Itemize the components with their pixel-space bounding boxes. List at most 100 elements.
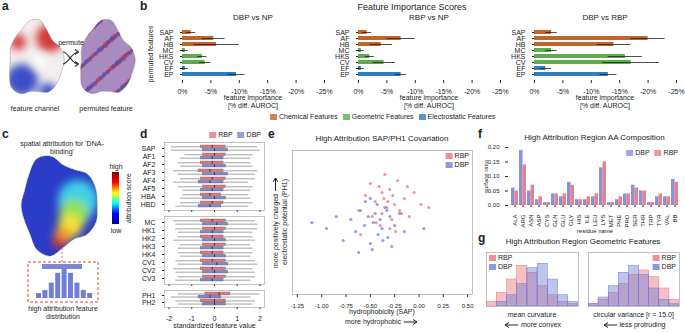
svg-text:-25%: -25%	[316, 88, 332, 95]
svg-text:0.15: 0.15	[488, 159, 500, 165]
svg-text:0%: 0%	[177, 88, 187, 95]
svg-text:AF3: AF3	[143, 169, 156, 176]
svg-text:CV1: CV1	[142, 259, 156, 266]
svg-text:HB: HB	[163, 40, 174, 48]
svg-text:-1.25: -1.25	[291, 303, 305, 309]
html-text:High Attribution SAP/PH1 Covar: High Attribution SAP/PH1 Covariation	[315, 134, 449, 143]
svg-text:TRP: TRP	[648, 215, 654, 227]
svg-text:AF: AF	[164, 34, 174, 42]
svg-text:PRO: PRO	[624, 214, 630, 227]
svg-text:ILE: ILE	[584, 215, 590, 224]
svg-text:AF4: AF4	[143, 177, 156, 184]
html-text:attribution score: attribution score	[124, 173, 132, 223]
svg-text:HK1: HK1	[142, 227, 156, 234]
svg-text:SAP: SAP	[159, 28, 174, 36]
svg-text:-5%: -5%	[205, 88, 217, 95]
svg-text:PHE: PHE	[616, 215, 622, 227]
svg-text:EP: EP	[516, 71, 526, 78]
html-text:High Attribution Region AA Com: High Attribution Region AA Composition	[524, 133, 665, 142]
svg-text:surface ratio: surface ratio	[483, 159, 489, 193]
svg-text:PH2: PH2	[142, 299, 156, 306]
svg-text:permuted features: permuted features	[147, 25, 155, 82]
svg-text:0.00: 0.00	[413, 303, 425, 309]
html-text:DBP vs RBP: DBP vs RBP	[582, 13, 628, 22]
svg-text:GLN: GLN	[552, 215, 558, 227]
html-text:high attribution feature distr: high attribution feature distribution	[28, 305, 98, 320]
svg-text:VAL: VAL	[664, 214, 670, 226]
svg-text:2: 2	[258, 315, 262, 322]
svg-text:SAP: SAP	[335, 28, 350, 36]
svg-text:-25%: -25%	[668, 88, 684, 95]
svg-text:0%: 0%	[353, 88, 363, 95]
svg-text:HIS: HIS	[576, 215, 582, 225]
svg-text:ALA: ALA	[512, 215, 518, 226]
svg-text:-0.50: -0.50	[363, 303, 377, 309]
svg-text:MC: MC	[162, 46, 174, 54]
svg-text:-0.75: -0.75	[339, 303, 353, 309]
html-text:b: b	[140, 0, 148, 13]
svg-text:HK2: HK2	[142, 235, 156, 242]
html-text:RBP vs NP: RBP vs NP	[409, 13, 449, 22]
svg-text:PH1: PH1	[142, 292, 156, 299]
svg-text:AF1: AF1	[143, 153, 156, 160]
svg-text:MET: MET	[608, 214, 614, 227]
svg-text:TYR: TYR	[656, 214, 662, 227]
svg-text:HKS: HKS	[159, 52, 174, 60]
html-text:feature importance [% diff. AU: feature importance [% diff. AUROC]	[575, 94, 635, 109]
svg-text:-0.25: -0.25	[388, 303, 402, 309]
svg-text:0%: 0%	[529, 88, 539, 95]
html-text:d: d	[140, 127, 148, 141]
svg-text:ARG: ARG	[520, 214, 526, 227]
html-text:DBP vs NP: DBP vs NP	[233, 13, 273, 22]
svg-text:0.20: 0.20	[488, 144, 500, 150]
svg-text:GLY: GLY	[568, 215, 574, 227]
svg-text:ASN: ASN	[528, 215, 534, 227]
svg-text:0.00: 0.00	[488, 202, 500, 208]
svg-text:standardized feature value: standardized feature value	[173, 322, 256, 329]
svg-text:EF: EF	[164, 64, 174, 72]
svg-text:residue name: residue name	[577, 228, 614, 234]
html-text:Feature Importance Scores: Feature Importance Scores	[357, 2, 467, 12]
svg-text:AF5: AF5	[143, 185, 156, 192]
svg-text:-5%: -5%	[557, 88, 569, 95]
svg-text:HBA: HBA	[141, 193, 156, 200]
svg-text:BB: BB	[672, 215, 678, 223]
svg-text:EP: EP	[340, 71, 350, 78]
svg-text:0.50: 0.50	[462, 303, 474, 309]
svg-text:MC: MC	[145, 219, 156, 226]
svg-text:-10%: -10%	[231, 88, 248, 96]
svg-text:-20%: -20%	[464, 88, 480, 95]
svg-text:-1.00: -1.00	[315, 303, 329, 309]
html-text:spatial attribution for 'DNA-b: spatial attribution for 'DNA-binding'	[20, 140, 104, 155]
html-text:g: g	[478, 231, 486, 245]
svg-text:0.25: 0.25	[437, 303, 449, 309]
svg-text:-5%: -5%	[381, 88, 393, 95]
svg-text:CV: CV	[163, 58, 174, 66]
svg-text:CV2: CV2	[142, 267, 156, 274]
svg-text:AF2: AF2	[143, 161, 156, 168]
svg-text:GLU: GLU	[560, 215, 566, 227]
svg-text:EP: EP	[164, 71, 174, 78]
svg-text:THR: THR	[640, 214, 646, 227]
svg-text:SAP: SAP	[141, 145, 155, 152]
svg-text:HK3: HK3	[142, 243, 156, 250]
svg-text:LEU: LEU	[592, 215, 598, 227]
svg-text:HBD: HBD	[141, 201, 156, 208]
svg-text:AF: AF	[340, 34, 350, 42]
html-text:feature importance [% diff. AU: feature importance [% diff. AUROC]	[399, 94, 459, 109]
svg-text:-2: -2	[166, 315, 172, 322]
svg-text:SER: SER	[632, 214, 638, 227]
svg-text:HK4: HK4	[142, 251, 156, 258]
svg-text:-20%: -20%	[640, 88, 656, 95]
svg-text:CYS: CYS	[544, 215, 550, 227]
svg-text:LYS: LYS	[600, 215, 606, 226]
svg-text:ASP: ASP	[536, 215, 542, 227]
html-text:feature importance [% diff. AU: feature importance [% diff. AUROC]	[223, 94, 283, 109]
svg-text:0.05: 0.05	[488, 188, 500, 194]
svg-text:CV3: CV3	[142, 275, 156, 282]
svg-text:0.10: 0.10	[488, 173, 500, 179]
svg-text:-20%: -20%	[288, 88, 304, 95]
svg-text:-15%: -15%	[259, 88, 276, 96]
html-text:High Attribution Region Geomet: High Attribution Region Geometric Featur…	[505, 237, 661, 246]
svg-text:-25%: -25%	[492, 88, 508, 95]
